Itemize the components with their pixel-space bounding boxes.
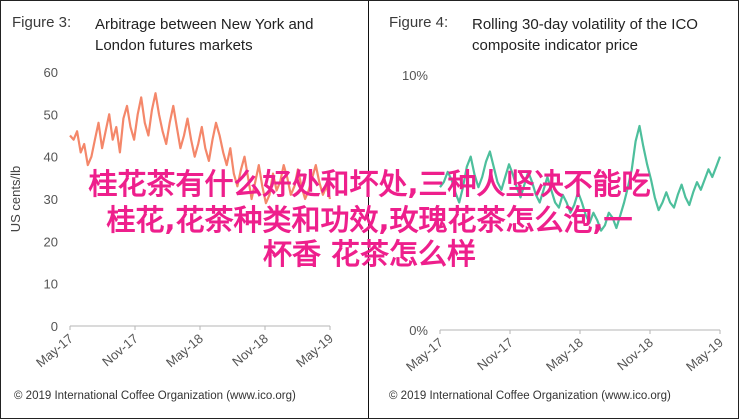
figure-3-x-tick-label: May-17 [33, 331, 76, 370]
figure-3-y-tick-label: 40 [44, 150, 58, 165]
figure-4-title-line1: Rolling 30-day volatility of the ICO [472, 16, 698, 33]
figure-3-y-tick-label: 60 [44, 65, 58, 80]
figure-3-copyright: © 2019 International Coffee Organization… [14, 390, 296, 402]
figure-3-series-line [69, 92, 332, 205]
figure-3-y-tick-label: 30 [44, 192, 58, 207]
overlay-headline-line2: 桂花,花茶种类和功效,玫瑰花茶怎么泡,一 [106, 203, 633, 237]
figure-3-y-tick-label: 0 [51, 319, 58, 334]
figure-3-x-tick-label: Nov-17 [99, 331, 141, 369]
figure-4-y-tick-label: 10% [402, 68, 428, 83]
figure-4-series-line [439, 124, 722, 232]
figure-3-y-tick-label: 50 [44, 107, 58, 122]
figure-4-y-tick-label: 0% [409, 323, 428, 338]
figure-3-label: Figure 3: [12, 14, 72, 31]
figure-3-y-axis-label: US cents/lb [8, 166, 23, 232]
figure-3-y-tick-label: 10 [44, 277, 58, 292]
figure-3-panel: Figure 3: Arbitrage between New York and… [0, 0, 369, 419]
figure-4-copyright: © 2019 International Coffee Organization… [389, 390, 671, 402]
figure-4-title: Rolling 30-day volatility of the ICO com… [472, 14, 698, 56]
figure-3-x-tick-label: Nov-18 [229, 331, 271, 369]
figure-3-title: Arbitrage between New York and London fu… [95, 14, 313, 56]
figure-4-x-tick-label: Nov-18 [614, 335, 656, 373]
figure-4-title-line2: composite indicator price [472, 37, 638, 54]
overlay-headline-line1: 桂花茶有什么好处和坏处,三种人坚决不能吃 [88, 167, 651, 201]
figure-4-label: Figure 4: [389, 14, 449, 31]
figure-3-x-tick-label: May-19 [293, 331, 336, 370]
figure-3-title-line1: Arbitrage between New York and [95, 16, 314, 33]
figure-4-panel: Figure 4: Rolling 30-day volatility of t… [369, 0, 739, 419]
figure-4-x-tick-label: May-17 [403, 335, 446, 374]
figure-4-x-tick-label: May-18 [543, 335, 586, 374]
figure-4-x-tick-label: May-19 [683, 335, 726, 374]
overlay-headline-line3: 杯香 花茶怎么样 [262, 237, 477, 271]
figure-4-x-tick-label: Nov-17 [474, 335, 516, 373]
figure-3-title-line2: London futures markets [95, 37, 253, 54]
figure-3-y-tick-label: 20 [44, 234, 58, 249]
figure-3-x-tick-label: May-18 [163, 331, 206, 370]
